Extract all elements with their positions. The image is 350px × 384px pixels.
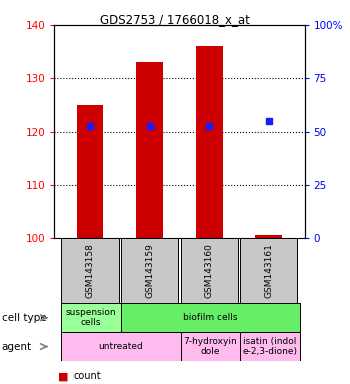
Bar (121, 303, 300, 332)
Text: ■: ■ (58, 371, 68, 381)
Bar (61, 303, 121, 332)
Bar (240, 238, 298, 303)
Bar (256, 235, 282, 238)
Text: biofilm cells: biofilm cells (183, 313, 238, 322)
Bar (240, 332, 300, 361)
Bar (77, 105, 103, 238)
Bar (136, 62, 163, 238)
Text: suspension
cells: suspension cells (66, 308, 117, 328)
Bar (196, 46, 223, 238)
Bar (61, 332, 181, 361)
Text: isatin (indol
e-2,3-dione): isatin (indol e-2,3-dione) (243, 337, 298, 356)
Text: count: count (74, 371, 101, 381)
Text: GSM143159: GSM143159 (145, 243, 154, 298)
Text: GSM143161: GSM143161 (264, 243, 273, 298)
Bar (181, 238, 238, 303)
Bar (61, 238, 119, 303)
Bar (181, 332, 240, 361)
Text: agent: agent (2, 341, 32, 352)
Text: cell type: cell type (2, 313, 46, 323)
Bar (121, 238, 178, 303)
Text: GSM143158: GSM143158 (85, 243, 94, 298)
Text: GSM143160: GSM143160 (205, 243, 214, 298)
Text: 7-hydroxyin
dole: 7-hydroxyin dole (183, 337, 237, 356)
Text: GDS2753 / 1766018_x_at: GDS2753 / 1766018_x_at (100, 13, 250, 26)
Text: untreated: untreated (99, 342, 144, 351)
